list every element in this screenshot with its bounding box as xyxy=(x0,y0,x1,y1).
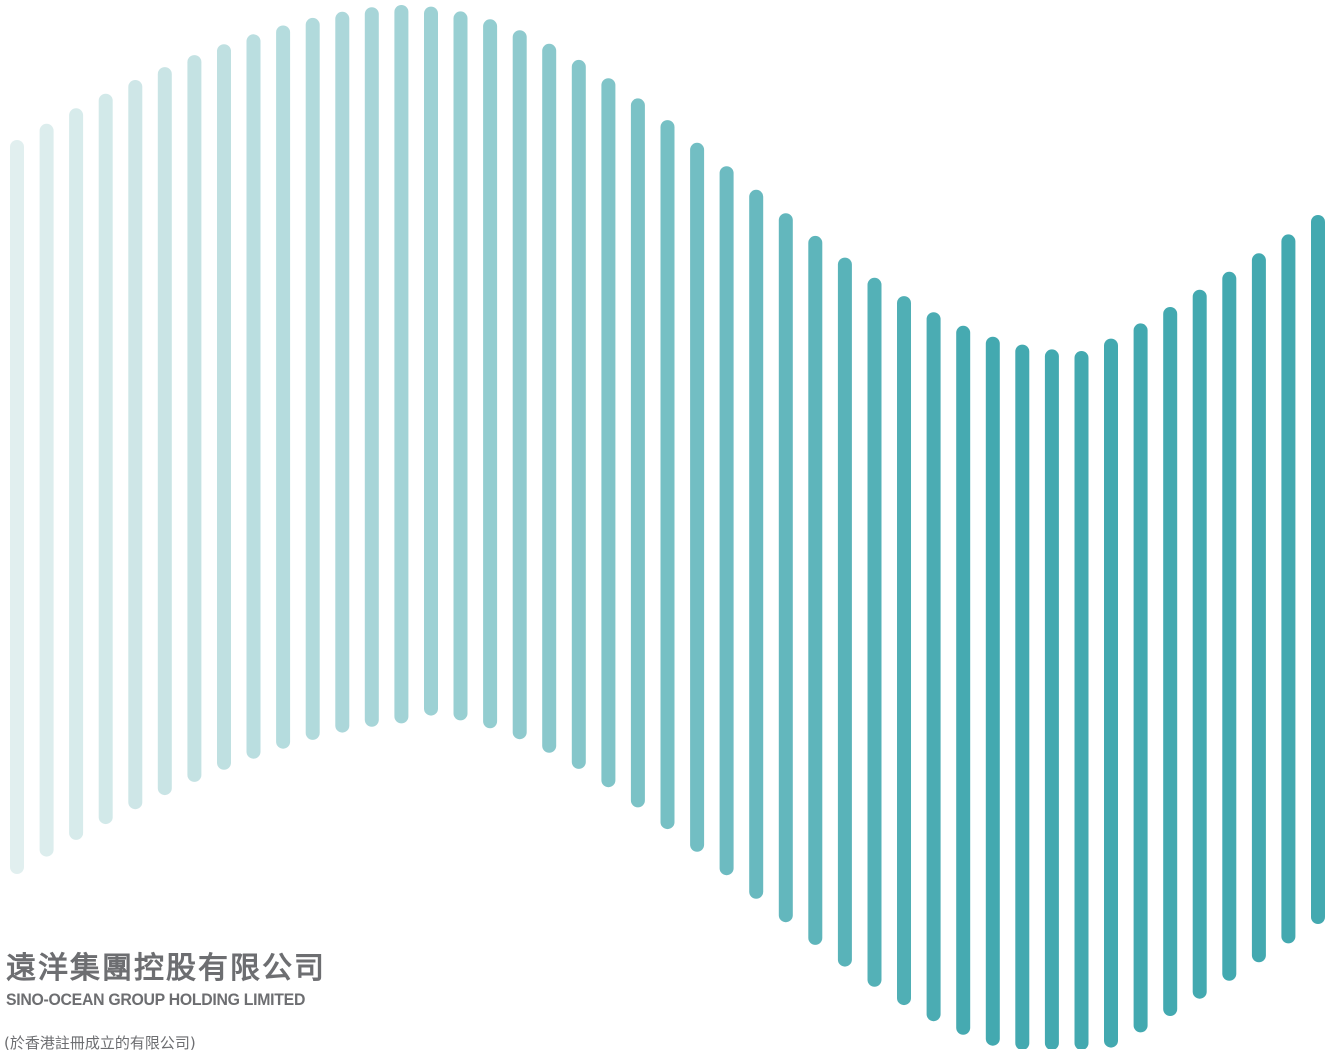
company-name-chinese: 遠洋集團控股有限公司 xyxy=(6,951,326,986)
company-logo-block: 遠洋集團控股有限公司 SINO-OCEAN GROUP HOLDING LIMI… xyxy=(6,948,328,1010)
incorporation-note: (於香港註冊成立的有限公司) xyxy=(4,1034,196,1052)
company-name-english: SINO-OCEAN GROUP HOLDING LIMITED xyxy=(6,990,306,1009)
